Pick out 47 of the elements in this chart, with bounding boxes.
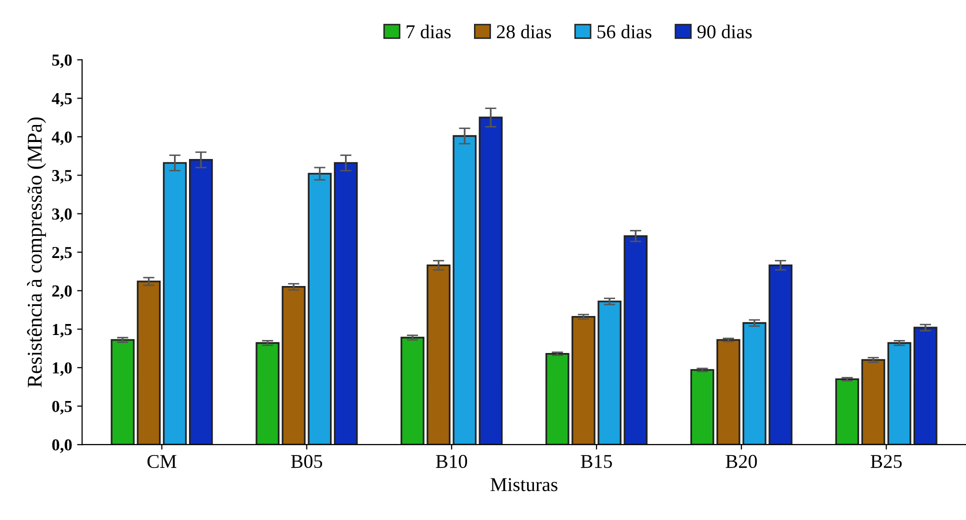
bar (452, 135, 477, 445)
bar (742, 322, 766, 445)
bar (426, 264, 450, 445)
y-tick-label: 1,5 (52, 324, 72, 338)
legend-label: 90 dias (697, 24, 752, 38)
bar (861, 359, 886, 445)
bar (478, 116, 503, 445)
bar (914, 326, 938, 445)
bar (256, 342, 280, 445)
x-tick-label: CM (147, 454, 176, 468)
bar (334, 162, 358, 445)
legend-label: 56 dias (598, 24, 652, 38)
bar (545, 352, 570, 445)
y-axis-title: Resistência à compressão (MPa) (27, 117, 46, 388)
bar (400, 336, 424, 445)
x-axis-title: Misturas (490, 478, 558, 492)
x-tick-label: B20 (726, 454, 757, 468)
bar (162, 162, 187, 445)
legend-label: 7 dias (406, 24, 451, 38)
y-tick-label: 2,5 (52, 246, 72, 261)
bar (835, 378, 860, 445)
y-tick-label: 4,5 (52, 93, 72, 107)
bar (308, 172, 332, 445)
bar (572, 316, 596, 445)
bar (598, 300, 622, 445)
y-tick-label: 4,0 (52, 131, 72, 146)
bar (624, 235, 648, 445)
x-tick-label: B05 (291, 454, 322, 468)
y-tick-label: 3,5 (52, 170, 72, 184)
y-tick-label: 5,0 (52, 54, 72, 68)
legend-label: 28 dias (496, 24, 552, 38)
y-tick-label: 0,0 (52, 439, 72, 453)
bar (716, 339, 740, 445)
bar (768, 264, 792, 445)
y-tick-label: 0,5 (52, 400, 72, 414)
bar (189, 159, 213, 445)
y-tick-label: 3,0 (52, 208, 72, 222)
bar (282, 286, 306, 445)
y-tick-label: 2,0 (52, 285, 72, 300)
x-tick-label: B10 (436, 454, 468, 468)
bar (110, 339, 135, 445)
bar (136, 280, 161, 445)
x-tick-label: B15 (580, 454, 612, 468)
x-tick-label: B25 (870, 454, 902, 468)
bar (690, 369, 714, 445)
bar (887, 342, 912, 445)
y-tick-label: 1,0 (52, 362, 72, 376)
